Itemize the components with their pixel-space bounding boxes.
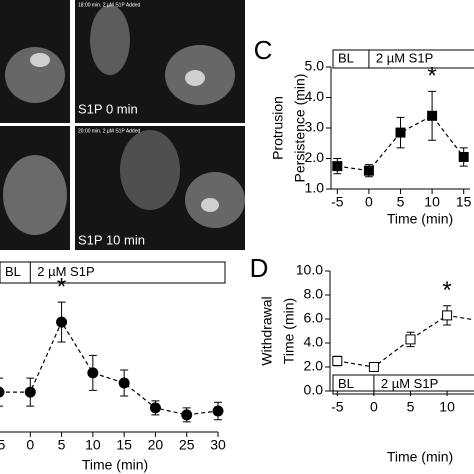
bracket-label: BL xyxy=(338,376,354,391)
x-tick-label: 10 xyxy=(85,437,101,453)
cell xyxy=(120,130,180,210)
y-tick-label: 2.0 xyxy=(304,358,324,374)
data-point xyxy=(332,356,343,366)
y-tick-label: 8.0 xyxy=(304,286,324,302)
cell xyxy=(201,198,219,212)
data-point xyxy=(458,151,469,162)
treatment-bracket xyxy=(0,261,226,284)
treatment-bracket xyxy=(332,374,474,395)
bracket-label: 2 µM S1P xyxy=(37,264,94,279)
y-tick-label: 10.0 xyxy=(296,262,323,278)
y-tick-label: 1.0 xyxy=(305,180,325,196)
x-axis-label: Time (min) xyxy=(387,449,453,465)
y-axis-label: Withdrawal xyxy=(259,296,275,365)
cell xyxy=(5,47,65,103)
panel: D BL 2 µM S1P -5 0 5 10 0.0 2.0 4.0 6.0 8.0 10.0 Time… xyxy=(250,253,474,465)
micrographs: 18:00 min. 2 µM S1P Added 20:00 min. 2 µ… xyxy=(0,0,245,250)
time-stamp: 20:00 min. 2 µM S1P Added xyxy=(78,128,140,134)
panel: C BL 2 µM S1P -5 0 5 10 15 1.0 2.0 3.0 4.0 5.0 Time (… xyxy=(254,35,474,227)
y-tick-label: 5.0 xyxy=(305,58,325,74)
data-point xyxy=(395,127,406,138)
significance-mark: * xyxy=(427,63,436,90)
bracket-label: BL xyxy=(5,264,21,279)
x-axis-label: Time (min) xyxy=(387,211,453,227)
data-point xyxy=(363,165,374,176)
x-tick-label: 30 xyxy=(210,437,226,453)
x-tick-label: 10 xyxy=(439,399,455,415)
panel-label: C xyxy=(254,35,273,65)
treatment-bracket xyxy=(332,49,474,69)
x-tick-label: 0 xyxy=(370,399,378,415)
x-axis-label: Time (min) xyxy=(82,457,148,473)
y-tick-label: 2.0 xyxy=(305,149,325,165)
cell xyxy=(185,70,205,86)
panel: BL 2 µM S1P -5 0 5 10 15 20 25 30 Time (min) * xyxy=(0,261,226,473)
y-tick-label: 3.0 xyxy=(305,119,325,135)
data-line xyxy=(0,320,219,416)
x-tick-label: 25 xyxy=(179,437,195,453)
cell xyxy=(90,5,130,75)
data-point xyxy=(56,316,68,328)
significance-mark: * xyxy=(442,277,451,304)
bracket-label: BL xyxy=(338,50,354,65)
y-axis-label: Persistence (min) xyxy=(292,74,308,183)
error-bar xyxy=(0,377,3,407)
x-tick-label: 0 xyxy=(365,194,373,210)
y-tick-label: 4.0 xyxy=(304,334,324,350)
x-tick-label: -5 xyxy=(331,194,344,210)
y-axis-label: Time (min) xyxy=(281,298,297,364)
image-label: S1P 0 min xyxy=(78,101,138,116)
x-tick-label: 0 xyxy=(26,437,34,453)
image-label: S1P 10 min xyxy=(78,232,145,247)
data-point xyxy=(118,377,130,389)
data-point xyxy=(427,110,438,121)
x-tick-label: -5 xyxy=(0,437,5,453)
data-point xyxy=(332,161,343,172)
data-point xyxy=(405,334,416,345)
x-tick-label: 5 xyxy=(58,437,66,453)
x-tick-label: 20 xyxy=(148,437,164,453)
data-point xyxy=(368,362,379,372)
data-point xyxy=(442,310,453,321)
significance-mark: * xyxy=(57,273,66,300)
x-tick-label: 15 xyxy=(456,194,472,210)
data-point xyxy=(0,386,5,398)
y-tick-label: 6.0 xyxy=(304,310,324,326)
x-tick-label: 5 xyxy=(397,194,405,210)
panel-label: D xyxy=(250,253,269,283)
bracket-label: 2 µM S1P xyxy=(376,50,433,65)
time-stamp: 18:00 min. 2 µM S1P Added xyxy=(78,2,140,8)
data-point xyxy=(149,402,161,414)
data-point xyxy=(181,409,193,421)
cell xyxy=(30,53,50,67)
x-tick-label: -5 xyxy=(331,399,344,415)
x-tick-label: 5 xyxy=(407,399,415,415)
y-tick-label: 0.0 xyxy=(304,382,324,398)
data-line xyxy=(337,115,465,172)
cell xyxy=(3,155,67,235)
y-axis-label: Protrusion xyxy=(270,96,286,160)
data-point xyxy=(87,367,99,379)
data-point xyxy=(212,405,224,417)
data-line xyxy=(337,314,474,368)
x-tick-label: 15 xyxy=(116,437,132,453)
x-tick-label: 10 xyxy=(424,194,440,210)
data-point xyxy=(24,386,36,398)
bracket-label: 2 µM S1P xyxy=(381,376,438,391)
y-tick-label: 4.0 xyxy=(305,88,325,104)
